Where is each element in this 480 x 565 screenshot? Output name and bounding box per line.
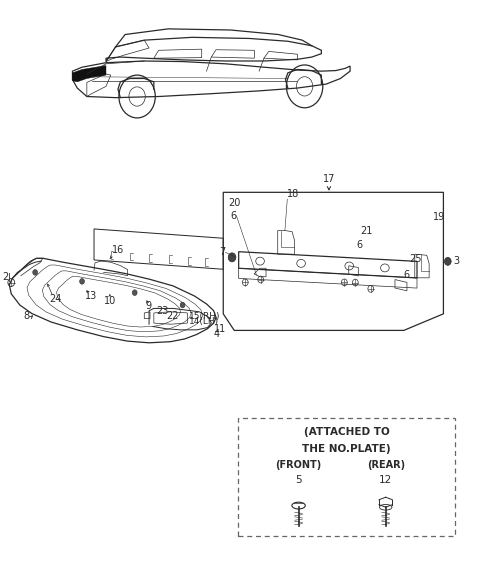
Circle shape <box>80 279 84 284</box>
Text: 10: 10 <box>104 295 116 306</box>
Text: (REAR): (REAR) <box>367 460 405 470</box>
Text: 8: 8 <box>24 311 30 321</box>
Text: (ATTACHED TO: (ATTACHED TO <box>304 427 389 437</box>
Text: 4: 4 <box>214 329 220 340</box>
Text: 15(RH): 15(RH) <box>189 312 220 321</box>
Text: 21: 21 <box>360 226 373 236</box>
Text: 13: 13 <box>84 291 97 301</box>
Text: 20: 20 <box>228 198 241 208</box>
Circle shape <box>180 302 185 308</box>
Text: 11: 11 <box>214 324 226 334</box>
Text: (FRONT): (FRONT) <box>276 460 322 470</box>
Circle shape <box>33 270 37 275</box>
Text: 19: 19 <box>433 212 445 222</box>
Circle shape <box>132 290 137 295</box>
Text: 7: 7 <box>219 247 226 257</box>
Text: 16: 16 <box>112 245 124 255</box>
Text: 6: 6 <box>404 270 410 280</box>
Circle shape <box>444 258 451 266</box>
Text: 25: 25 <box>409 254 422 264</box>
Text: 6: 6 <box>356 240 362 250</box>
Text: 2: 2 <box>2 272 9 282</box>
Text: 18: 18 <box>288 189 300 199</box>
Text: 3: 3 <box>454 257 460 266</box>
Text: 24: 24 <box>49 294 62 305</box>
Polygon shape <box>72 66 106 82</box>
Text: 6: 6 <box>230 211 237 221</box>
Text: 23: 23 <box>156 306 168 316</box>
Text: 22: 22 <box>166 311 178 321</box>
Text: THE NO.PLATE): THE NO.PLATE) <box>302 444 391 454</box>
Text: 9: 9 <box>145 301 151 311</box>
Text: 17: 17 <box>323 174 335 184</box>
Text: 14(LH): 14(LH) <box>189 318 219 327</box>
Text: 12: 12 <box>379 476 392 485</box>
Text: 5: 5 <box>295 476 302 485</box>
Circle shape <box>228 253 236 262</box>
